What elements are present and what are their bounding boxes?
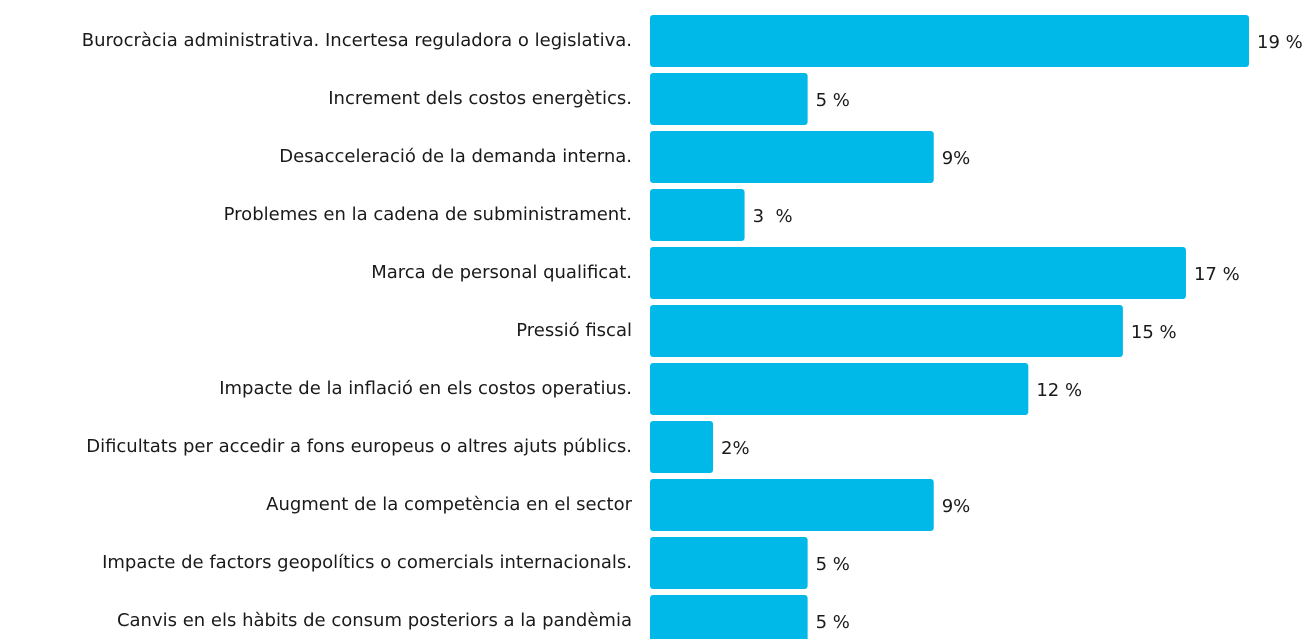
category-label: Increment dels costos energètics. <box>328 88 632 109</box>
value-label: 2% <box>721 438 750 459</box>
category-label: Impacte de factors geopolítics o comerci… <box>102 552 632 573</box>
value-label: 5 % <box>816 90 850 111</box>
bar <box>650 363 1029 415</box>
bar <box>650 131 934 183</box>
bar <box>650 479 934 531</box>
value-label: 17 % <box>1194 264 1240 285</box>
category-label: Augment de la competència en el sector <box>266 494 632 515</box>
bar <box>650 421 714 473</box>
value-label: 15 % <box>1131 322 1177 343</box>
bar <box>650 537 808 589</box>
bar <box>650 247 1186 299</box>
category-label: Burocràcia administrativa. Incertesa reg… <box>82 30 632 51</box>
bar <box>650 595 808 639</box>
category-label: Desacceleració de la demanda interna. <box>279 146 632 167</box>
value-label: 5 % <box>816 612 850 633</box>
bar <box>650 189 745 241</box>
value-label: 9% <box>942 496 971 517</box>
value-label: 5 % <box>816 554 850 575</box>
category-label: Marca de personal qualificat. <box>371 262 632 283</box>
category-label: Dificultats per accedir a fons europeus … <box>86 436 632 457</box>
value-label: 19 % <box>1257 32 1303 53</box>
category-label: Pressió fiscal <box>516 320 632 341</box>
bar <box>650 73 808 125</box>
bar <box>650 305 1123 357</box>
value-label: 12 % <box>1036 380 1082 401</box>
category-label: Impacte de la inflació en els costos ope… <box>219 378 632 399</box>
category-label: Problemes en la cadena de subministramen… <box>224 204 632 225</box>
value-label: 9% <box>942 148 971 169</box>
bar <box>650 15 1249 67</box>
value-label: 3 % <box>753 206 793 227</box>
category-label: Canvis en els hàbits de consum posterior… <box>117 610 632 631</box>
